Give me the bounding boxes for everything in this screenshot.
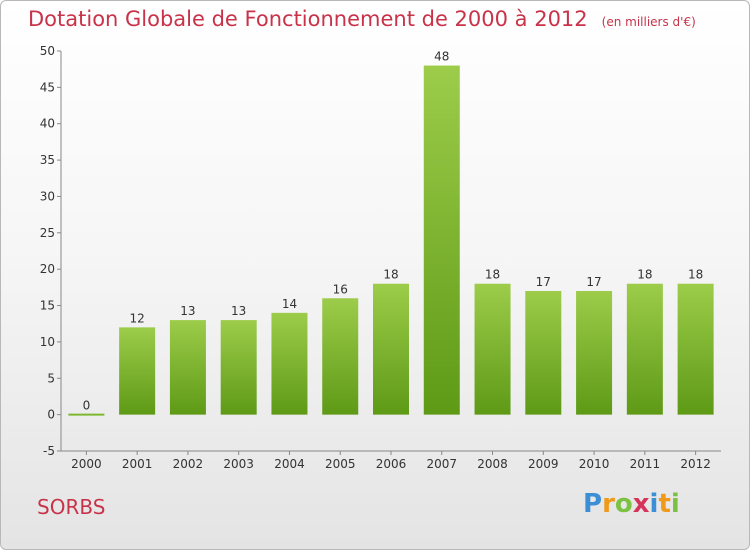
title-text: Dotation Globale de Fonctionnement de 20…	[28, 7, 588, 31]
y-tick-label: 15	[40, 299, 55, 313]
x-tick-label-2009: 2009	[528, 457, 559, 471]
proxiti-logo: Proxiti	[583, 489, 680, 519]
y-tick-label: 25	[40, 226, 55, 240]
bar-2007	[423, 65, 460, 415]
value-label-2006: 18	[383, 268, 398, 282]
value-label-2002: 13	[180, 304, 195, 318]
value-label-2009: 17	[536, 275, 551, 289]
value-label-2001: 12	[130, 311, 145, 325]
bar-2005	[322, 298, 359, 415]
bar-2009	[525, 291, 562, 415]
logo-letter: x	[632, 489, 650, 519]
y-tick-label: 45	[40, 80, 55, 94]
x-tick-label-2006: 2006	[376, 457, 407, 471]
x-tick-label-2003: 2003	[223, 457, 254, 471]
y-tick-label: 20	[40, 262, 55, 276]
x-tick-label-2005: 2005	[325, 457, 356, 471]
logo-letter: P	[583, 489, 603, 519]
y-tick-label: 30	[40, 189, 55, 203]
x-tick-label-2004: 2004	[274, 457, 305, 471]
value-label-2007: 48	[434, 50, 449, 64]
unit-label: (en milliers d'€)	[601, 15, 696, 29]
x-tick-label-2012: 2012	[680, 457, 711, 471]
x-tick-label-2008: 2008	[477, 457, 508, 471]
axis-layer: -5 0 5 10 15 20 25 30 35 40 45 50 2000 2001 2002 2003 20…	[40, 44, 721, 471]
bar-2012	[677, 283, 714, 415]
x-tick-label-2011: 2011	[630, 457, 661, 471]
value-label-2008: 18	[485, 268, 500, 282]
value-label-2003: 13	[231, 304, 246, 318]
x-tick-label-2010: 2010	[579, 457, 610, 471]
y-tick-label: 0	[47, 408, 55, 422]
value-label-2005: 16	[333, 282, 348, 296]
y-tick-label: 40	[40, 117, 55, 131]
y-tick-label: -5	[43, 444, 55, 458]
value-label-2012: 18	[688, 268, 703, 282]
chart-title: Dotation Globale de Fonctionnement de 20…	[28, 7, 696, 31]
bar-2011	[626, 283, 663, 415]
y-tick-label: 5	[47, 371, 55, 385]
bar-2002	[169, 320, 206, 415]
logo-letter: i	[649, 489, 659, 519]
bar-2006	[373, 283, 409, 415]
logo-letter: t	[658, 489, 671, 519]
bar-layer: 0 12 13 13 14 16 18 48 18 17 17 18 18	[68, 50, 714, 416]
x-tick-label-2007: 2007	[426, 457, 457, 471]
x-tick-label-2002: 2002	[173, 457, 204, 471]
commune-name: SORBS	[37, 495, 106, 519]
x-tick-label-2001: 2001	[122, 457, 153, 471]
logo-letter: r	[602, 489, 615, 519]
value-label-2004: 14	[282, 297, 297, 311]
value-label-2000: 0	[83, 399, 91, 413]
bar-2001	[119, 327, 156, 415]
bar-2004	[271, 312, 308, 415]
bar-2008	[474, 283, 511, 415]
logo-letter: i	[670, 489, 680, 519]
y-tick-label: 35	[40, 153, 55, 167]
bar-2010	[576, 291, 613, 415]
value-label-2011: 18	[637, 268, 652, 282]
value-label-2010: 17	[586, 275, 601, 289]
y-tick-label: 50	[40, 44, 55, 58]
x-tick-label-2000: 2000	[71, 457, 102, 471]
y-tick-label: 10	[40, 335, 55, 349]
bar-2003	[220, 320, 257, 415]
logo-letter: o	[614, 489, 633, 519]
